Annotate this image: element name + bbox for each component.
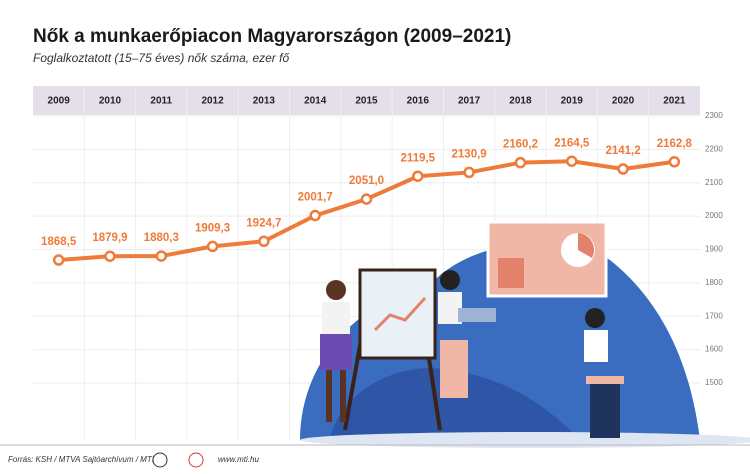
y-tick-label: 2100: [705, 178, 723, 187]
panel-pie-slice: [578, 233, 595, 258]
data-point: [565, 155, 578, 167]
y-tick-label: 1800: [705, 278, 723, 287]
x-tick-label: 2019: [561, 96, 584, 107]
value-label: 2160,2: [503, 139, 538, 151]
value-label: 2141,2: [605, 145, 640, 157]
value-label: 1868,5: [41, 236, 77, 248]
blue-shape: [330, 368, 580, 440]
floor-shadow: [300, 432, 750, 448]
value-label: 1909,3: [195, 222, 230, 234]
x-tick-label: 2011: [150, 96, 172, 107]
value-label: 2130,9: [452, 148, 487, 160]
y-tick-label: 1500: [705, 378, 723, 387]
data-point: [206, 240, 219, 253]
x-tick-label: 2014: [304, 96, 327, 107]
source: Forrás: KSH / MTVA Sajtóarchívum / MTI: [8, 455, 155, 464]
value-label: 2164,5: [554, 137, 590, 149]
person-head: [326, 280, 346, 300]
x-tick-label: 2010: [99, 96, 122, 107]
person-head: [440, 270, 460, 290]
value-label: 1924,7: [246, 217, 281, 229]
x-tick-label: 2013: [253, 96, 276, 107]
logo: [188, 452, 204, 468]
data-point: [360, 193, 373, 205]
data-point: [155, 250, 168, 262]
stool: [440, 340, 468, 398]
value-label: 1879,9: [92, 232, 127, 244]
easel-board: [358, 268, 437, 360]
value-label: 1880,3: [144, 232, 179, 244]
x-tick-label: 2016: [407, 96, 430, 107]
person-skirt: [320, 334, 352, 370]
category-band: [33, 86, 700, 115]
y-tick-label: 1600: [705, 345, 723, 354]
data-point: [514, 156, 527, 169]
x-tick-label: 2009: [48, 96, 71, 107]
panel-bar: [498, 258, 524, 288]
data-point: [463, 166, 475, 179]
easel-chart: [373, 296, 427, 332]
data-point: [668, 156, 681, 168]
y-tick-label: 2200: [705, 144, 723, 153]
person-leg: [340, 370, 346, 422]
y-tick-label: 1700: [705, 311, 723, 320]
data-point: [617, 163, 629, 175]
person-shirt: [322, 302, 350, 334]
x-tick-label: 2018: [509, 96, 532, 107]
hourglass-top: [586, 376, 624, 384]
data-point: [52, 254, 65, 266]
x-tick-label: 2012: [201, 96, 224, 107]
logo: [152, 452, 168, 468]
x-tick-label: 2021: [663, 96, 686, 107]
data-point: [258, 235, 270, 248]
value-label: 2119,5: [401, 152, 436, 164]
y-tick-label: 2000: [705, 211, 723, 220]
value-label: 2162,8: [657, 138, 693, 150]
person-head: [585, 308, 605, 328]
laptop: [458, 308, 496, 322]
data-point: [412, 170, 424, 182]
x-tick-label: 2017: [458, 96, 481, 107]
x-tick-label: 2015: [355, 96, 378, 107]
hourglass: [590, 382, 620, 438]
person-shirt: [584, 330, 608, 362]
y-tick-label: 2300: [705, 111, 723, 120]
data-point: [309, 209, 321, 222]
illustration: [300, 220, 750, 448]
y-tick-label: 1900: [705, 245, 723, 254]
chart-title: Nők a munkaerőpiacon Magyarországon (200…: [33, 26, 511, 47]
x-tick-label: 2020: [612, 96, 635, 107]
data-point: [104, 250, 116, 262]
value-label: 2051,0: [349, 175, 384, 187]
website: www.mti.hu: [218, 455, 259, 464]
chart-subtitle: Foglalkoztatott (15–75 éves) nők száma, …: [33, 51, 289, 65]
value-label: 2001,7: [298, 192, 333, 204]
person-leg: [326, 370, 332, 422]
